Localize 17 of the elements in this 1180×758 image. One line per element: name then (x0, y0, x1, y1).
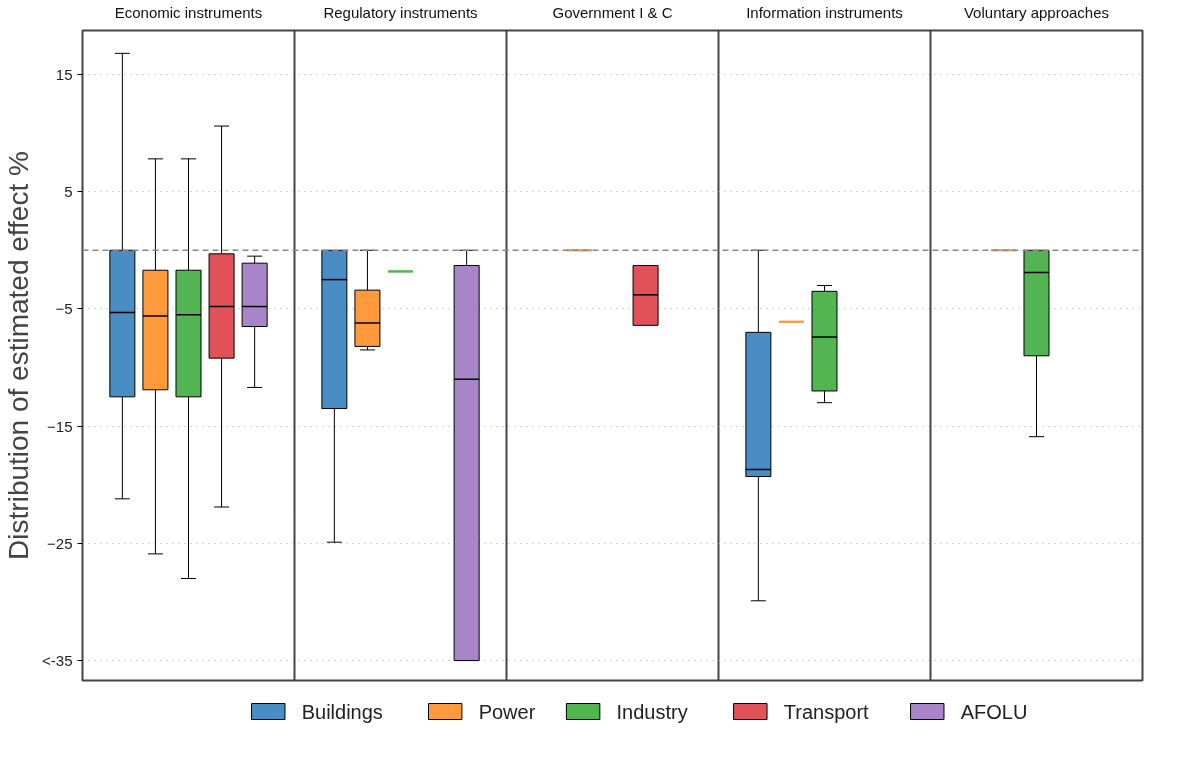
x-tick-label: Information instruments (746, 3, 903, 21)
legend-label: Power (478, 700, 536, 723)
y-tick-label: −15 (47, 417, 73, 435)
legend-label: Transport (783, 700, 870, 723)
y-axis-title: Distribution of estimated effect % (3, 151, 35, 560)
legend-label: Industry (616, 700, 688, 723)
y-tick-label: 5 (64, 183, 73, 201)
y-tick-label: 15 (55, 65, 73, 83)
legend-label: AFOLU (960, 700, 1028, 723)
y-tick-label: −5 (55, 300, 73, 318)
legend-label: Buildings (301, 700, 383, 723)
x-tick-label: Voluntary approaches (963, 3, 1110, 21)
x-tick-label: Government I & C (552, 3, 673, 21)
y-tick-label: <-35 (42, 652, 73, 670)
y-tick-label: −25 (47, 534, 73, 552)
x-tick-label: Economic instruments (114, 3, 263, 21)
x-tick-label: Regulatory instruments (323, 3, 478, 21)
